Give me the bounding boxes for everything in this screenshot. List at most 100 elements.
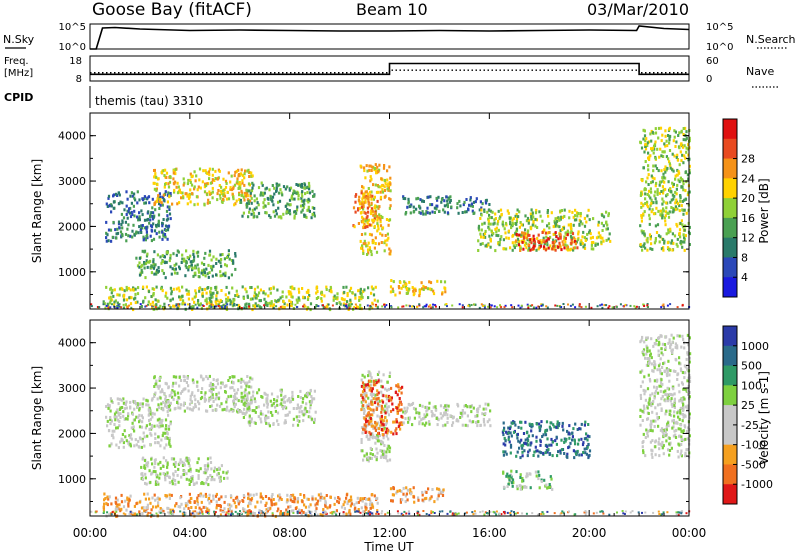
echo-cell [666, 166, 669, 170]
echo-cell [333, 294, 336, 298]
echo-cell [643, 210, 646, 214]
echo-cell [187, 500, 190, 504]
echo-cell [251, 297, 254, 301]
echo-cell [458, 199, 461, 203]
echo-cell [527, 218, 530, 222]
echo-cell [295, 211, 298, 215]
echo-cell [303, 303, 306, 306]
echo-cell [270, 502, 273, 506]
echo-cell [405, 486, 408, 490]
echo-cell [202, 494, 205, 498]
echo-cell [382, 425, 385, 429]
echo-cell [226, 256, 229, 259]
echo-cell [358, 295, 361, 299]
echo-cell [343, 500, 346, 504]
echo-cell [275, 305, 278, 308]
echo-cell [682, 233, 685, 237]
echo-cell [672, 182, 675, 186]
echo-cell [554, 231, 557, 235]
echo-cell [111, 235, 114, 239]
echo-cell [188, 265, 191, 269]
echo-cell [659, 126, 663, 130]
echo-cell [365, 391, 368, 395]
echo-cell [187, 384, 190, 388]
echo-cell [361, 499, 364, 503]
echo-cell [154, 263, 157, 267]
echo-cell [660, 139, 663, 143]
echo-cell [215, 297, 218, 301]
echo-cell [329, 287, 333, 291]
echo-cell [629, 304, 632, 307]
echo-cell [153, 493, 156, 497]
echo-cell [234, 170, 237, 174]
echo-cell [574, 214, 577, 218]
echo-cell [688, 164, 691, 168]
echo-cell [646, 236, 649, 240]
echo-cell [490, 229, 493, 233]
echo-cell [303, 183, 307, 187]
echo-cell [537, 305, 540, 308]
echo-cell [362, 203, 365, 207]
echo-cell [404, 411, 407, 415]
echo-cell [195, 468, 198, 472]
echo-cell [117, 304, 120, 307]
echo-cell [576, 449, 579, 453]
echo-cell [311, 497, 314, 501]
echo-cell [363, 416, 366, 420]
echo-cell [265, 186, 268, 190]
echo-cell [295, 298, 298, 302]
echo-cell [325, 288, 328, 291]
echo-cell [108, 429, 111, 432]
echo-cell [542, 236, 545, 240]
echo-cell [110, 502, 113, 506]
echo-cell [360, 441, 363, 444]
echo-cell [473, 303, 476, 306]
echo-cell [118, 226, 121, 230]
echo-cell [183, 257, 186, 261]
echo-cell [369, 446, 372, 450]
echo-cell [242, 211, 245, 215]
echo-cell [140, 472, 143, 476]
power-panel-frame [89, 112, 690, 310]
echo-cell [164, 402, 167, 406]
echo-cell [184, 502, 187, 505]
echo-cell [320, 299, 323, 303]
colorbar-segment [723, 257, 737, 278]
echo-cell [315, 502, 318, 506]
echo-cell [469, 198, 472, 202]
echo-cell [457, 211, 460, 215]
echo-cell [308, 410, 311, 414]
echo-cell [373, 217, 376, 221]
echo-cell [162, 456, 165, 460]
echo-cell [376, 165, 379, 169]
echo-cell [248, 509, 251, 513]
echo-cell [144, 305, 147, 308]
echo-cell [259, 410, 263, 414]
echo-cell [138, 225, 141, 229]
echo-cell [308, 294, 311, 297]
echo-cell [547, 246, 550, 250]
echo-cell [196, 188, 199, 192]
echo-cell [231, 193, 234, 197]
echo-cell [395, 427, 398, 431]
echo-cell [255, 492, 258, 496]
echo-cell [132, 223, 135, 227]
echo-cell [146, 399, 149, 403]
echo-cell [367, 456, 370, 460]
echo-cell [128, 207, 131, 211]
echo-cell [269, 399, 272, 403]
echo-cell [452, 415, 455, 419]
echo-cell [643, 305, 646, 307]
echo-cell [227, 507, 230, 511]
echo-cell [197, 469, 200, 473]
echo-cell [310, 417, 313, 421]
echo-cell [643, 150, 646, 154]
echo-cell [232, 195, 235, 199]
echo-cell [216, 291, 219, 295]
echo-cell [680, 159, 683, 163]
echo-cell [408, 280, 411, 284]
echo-cell [314, 306, 317, 310]
echo-cell [277, 191, 281, 195]
echo-cell [226, 470, 229, 474]
echo-cell [250, 497, 254, 500]
